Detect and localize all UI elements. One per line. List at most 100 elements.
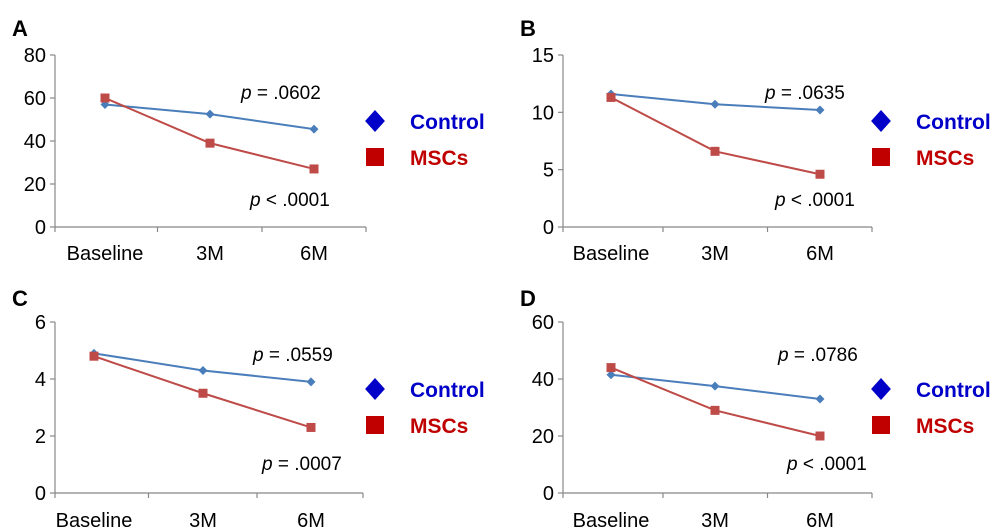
p-symbol: p bbox=[249, 190, 261, 211]
control-p-value: p = .0559 bbox=[252, 345, 333, 366]
msc-data-point bbox=[710, 405, 720, 415]
y-tick-label: 60 bbox=[532, 312, 554, 334]
p-value: = .0559 bbox=[264, 345, 333, 366]
x-tick-label: Baseline bbox=[573, 510, 650, 530]
y-tick-label: 0 bbox=[543, 217, 554, 239]
msc-data-point bbox=[100, 93, 110, 103]
legend: Control MSCs bbox=[365, 378, 485, 438]
legend-msc-label: MSCs bbox=[916, 147, 974, 170]
p-value: < .0001 bbox=[798, 454, 867, 475]
legend-control-label: Control bbox=[410, 379, 485, 402]
msc-series-line bbox=[104, 97, 315, 170]
x-tick-label: 3M bbox=[196, 243, 224, 265]
y-tick-label: 4 bbox=[35, 369, 46, 391]
msc-data-point bbox=[815, 431, 825, 441]
legend: Control MSCs bbox=[365, 110, 485, 170]
msc-data-point bbox=[205, 138, 215, 148]
legend-msc-square-icon bbox=[366, 416, 384, 434]
y-tick-label: 40 bbox=[24, 131, 46, 153]
control-data-point bbox=[606, 370, 616, 380]
x-tick-label: Baseline bbox=[56, 510, 133, 530]
legend-control-diamond-icon bbox=[365, 378, 385, 400]
y-tick-label: 10 bbox=[532, 102, 554, 124]
y-tick-label: 2 bbox=[35, 426, 46, 448]
msc-data-point bbox=[606, 363, 616, 373]
control-data-point bbox=[815, 394, 825, 404]
x-tick-label: 6M bbox=[300, 243, 328, 265]
msc-p-value: p < .0001 bbox=[774, 190, 855, 211]
p-value: < .0001 bbox=[786, 190, 855, 211]
control-data-point bbox=[815, 105, 825, 115]
panel-letter: B bbox=[520, 16, 536, 41]
legend: Control MSCs bbox=[871, 378, 991, 438]
control-data-point bbox=[205, 109, 215, 119]
y-tick-label: 20 bbox=[24, 174, 46, 196]
control-data-point bbox=[306, 377, 316, 387]
p-value: = .0602 bbox=[252, 83, 321, 104]
y-tick-label: 15 bbox=[532, 45, 554, 67]
p-symbol: p bbox=[764, 83, 776, 104]
legend-msc-label: MSCs bbox=[410, 147, 468, 170]
p-value: = .0007 bbox=[273, 454, 342, 475]
p-value: = .0786 bbox=[789, 345, 858, 366]
x-tick-label: Baseline bbox=[573, 243, 650, 265]
x-tick-label: 3M bbox=[189, 510, 217, 530]
p-symbol: p bbox=[786, 454, 798, 475]
y-tick-label: 6 bbox=[35, 312, 46, 334]
msc-data-point bbox=[198, 388, 208, 398]
msc-data-point bbox=[89, 351, 99, 361]
y-tick-label: 0 bbox=[35, 217, 46, 239]
msc-p-value: p = .0007 bbox=[261, 454, 342, 475]
x-tick-label: 6M bbox=[297, 510, 325, 530]
chart-panel-a: A 0 20 40 60 80 Baseline 3M 6M p = .0602 p < .0001… bbox=[12, 16, 485, 265]
legend-control-diamond-icon bbox=[871, 110, 891, 132]
x-tick-label: 3M bbox=[701, 510, 729, 530]
legend-msc-square-icon bbox=[366, 148, 384, 166]
msc-data-point bbox=[309, 164, 319, 174]
x-tick-label: Baseline bbox=[67, 243, 144, 265]
control-data-point bbox=[198, 365, 208, 375]
legend-msc-label: MSCs bbox=[410, 415, 468, 438]
legend-msc-square-icon bbox=[872, 148, 890, 166]
y-tick-label: 40 bbox=[532, 369, 554, 391]
legend-control-label: Control bbox=[916, 111, 991, 134]
legend-control-label: Control bbox=[410, 111, 485, 134]
p-symbol: p bbox=[774, 190, 786, 211]
msc-p-value: p < .0001 bbox=[249, 190, 330, 211]
x-tick-label: 6M bbox=[806, 243, 834, 265]
y-tick-label: 0 bbox=[543, 483, 554, 505]
legend-control-label: Control bbox=[916, 379, 991, 402]
x-tick-label: 3M bbox=[701, 243, 729, 265]
legend-msc-label: MSCs bbox=[916, 415, 974, 438]
legend: Control MSCs bbox=[871, 110, 991, 170]
control-data-point bbox=[710, 381, 720, 391]
y-tick-label: 20 bbox=[532, 426, 554, 448]
p-value: < .0001 bbox=[261, 190, 330, 211]
panel-letter: C bbox=[12, 286, 28, 311]
control-data-point bbox=[710, 99, 720, 109]
msc-data-point bbox=[815, 169, 825, 179]
panel-letter: D bbox=[520, 286, 536, 311]
panel-letter: A bbox=[12, 16, 28, 41]
y-tick-label: 0 bbox=[35, 483, 46, 505]
control-data-point bbox=[309, 124, 319, 134]
msc-data-point bbox=[306, 422, 316, 432]
p-symbol: p bbox=[777, 345, 789, 366]
legend-control-diamond-icon bbox=[365, 110, 385, 132]
y-tick-label: 80 bbox=[24, 45, 46, 67]
p-symbol: p bbox=[252, 345, 264, 366]
control-p-value: p = .0602 bbox=[240, 83, 321, 104]
legend-msc-square-icon bbox=[872, 416, 890, 434]
msc-data-point bbox=[606, 92, 616, 102]
legend-control-diamond-icon bbox=[871, 378, 891, 400]
control-p-value: p = .0635 bbox=[764, 83, 845, 104]
y-tick-label: 60 bbox=[24, 88, 46, 110]
msc-p-value: p < .0001 bbox=[786, 454, 867, 475]
msc-data-point bbox=[710, 146, 720, 156]
x-tick-label: 6M bbox=[806, 510, 834, 530]
control-p-value: p = .0786 bbox=[777, 345, 858, 366]
